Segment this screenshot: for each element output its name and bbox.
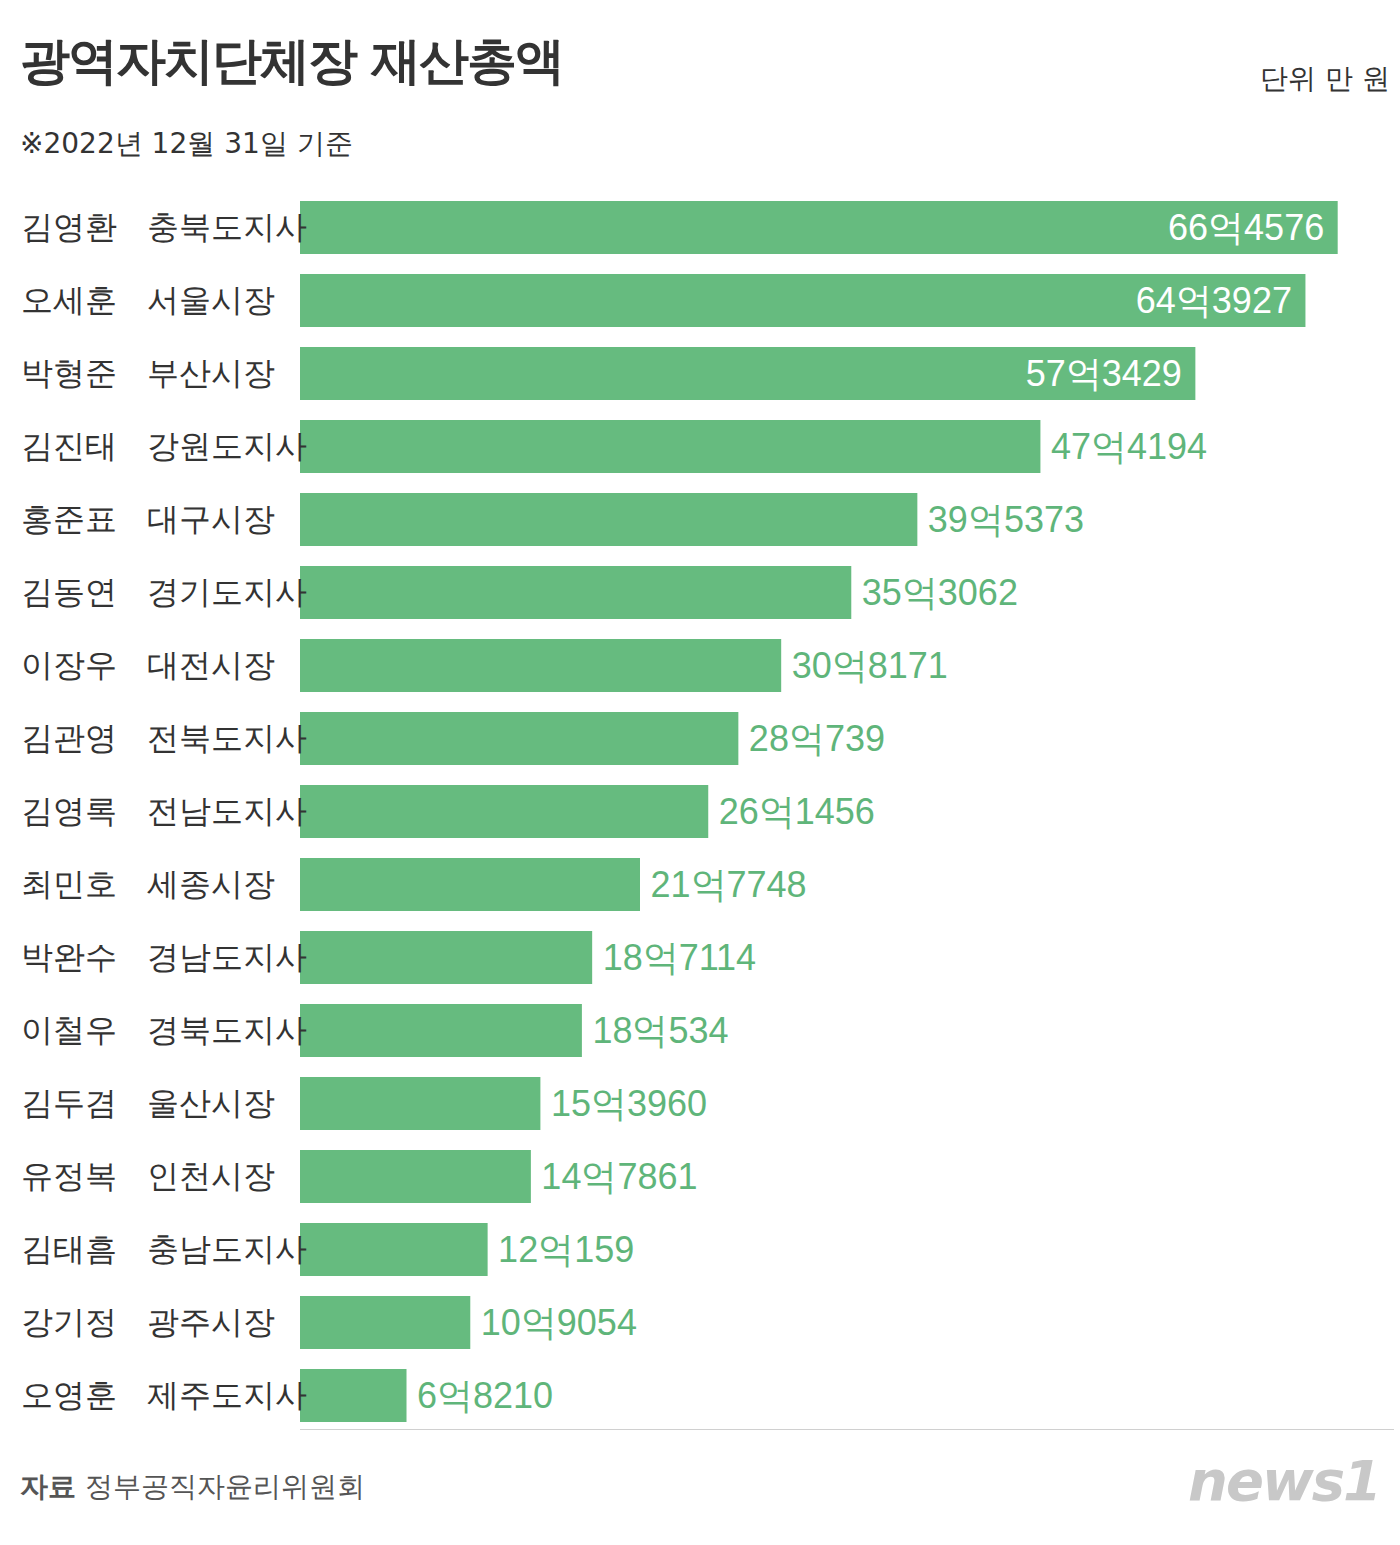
- svg-text:10억9054: 10억9054: [481, 1302, 637, 1343]
- svg-text:홍준표 대구시장: 홍준표 대구시장: [21, 500, 276, 538]
- svg-text:오세훈 서울시장: 오세훈 서울시장: [21, 281, 276, 319]
- svg-text:28억739: 28억739: [749, 718, 885, 759]
- svg-text:김진태 강원도지사: 김진태 강원도지사: [21, 427, 308, 465]
- svg-text:박형준 부산시장: 박형준 부산시장: [21, 354, 276, 392]
- svg-text:57억3429: 57억3429: [1026, 353, 1182, 394]
- html-text:news1: news1: [1188, 1448, 1380, 1513]
- html-text:자료 정부공직자윤리위원회: 자료 정부공직자윤리위원회: [20, 1470, 365, 1503]
- svg-text:18억534: 18억534: [592, 1010, 728, 1051]
- svg-text:강기정 광주시장: 강기정 광주시장: [21, 1303, 276, 1341]
- svg-text:26억1456: 26억1456: [719, 791, 875, 832]
- svg-text:64억3927: 64억3927: [1136, 280, 1292, 321]
- svg-text:최민호 세종시장: 최민호 세종시장: [21, 865, 276, 903]
- svg-text:김두겸 울산시장: 김두겸 울산시장: [21, 1084, 276, 1122]
- svg-text:12억159: 12억159: [498, 1229, 634, 1270]
- svg-text:21억7748: 21억7748: [650, 864, 806, 905]
- svg-text:14억7861: 14억7861: [541, 1156, 697, 1197]
- svg-text:김관영 전북도지사: 김관영 전북도지사: [21, 719, 308, 757]
- svg-text:66억4576: 66억4576: [1168, 207, 1324, 248]
- svg-text:김영환 충북도지사: 김영환 충북도지사: [21, 208, 308, 246]
- svg-text:6억8210: 6억8210: [417, 1375, 553, 1416]
- html-text:※2022년 12월 31일 기준: ※2022년 12월 31일 기준: [20, 127, 353, 160]
- svg-text:15억3960: 15억3960: [551, 1083, 707, 1124]
- svg-text:김동연 경기도지사: 김동연 경기도지사: [21, 573, 308, 611]
- html-text:광역자치단체장 재산총액: 광역자치단체장 재산총액: [20, 32, 564, 90]
- svg-text:김태흠 충남도지사: 김태흠 충남도지사: [21, 1230, 308, 1268]
- svg-text:이철우 경북도지사: 이철우 경북도지사: [21, 1011, 308, 1049]
- html-text:단위 만 원: 단위 만 원: [1260, 62, 1390, 95]
- svg-text:오영훈 제주도지사: 오영훈 제주도지사: [21, 1376, 308, 1414]
- svg-text:18억7114: 18억7114: [603, 937, 756, 978]
- svg-text:35억3062: 35억3062: [862, 572, 1018, 613]
- svg-text:박완수 경남도지사: 박완수 경남도지사: [21, 938, 308, 976]
- svg-text:이장우 대전시장: 이장우 대전시장: [21, 646, 276, 684]
- svg-text:김영록 전남도지사: 김영록 전남도지사: [21, 792, 308, 830]
- svg-text:유정복 인천시장: 유정복 인천시장: [21, 1157, 276, 1195]
- svg-text:30억8171: 30억8171: [792, 645, 948, 686]
- svg-text:39억5373: 39억5373: [928, 499, 1084, 540]
- svg-text:47억4194: 47억4194: [1051, 426, 1207, 467]
